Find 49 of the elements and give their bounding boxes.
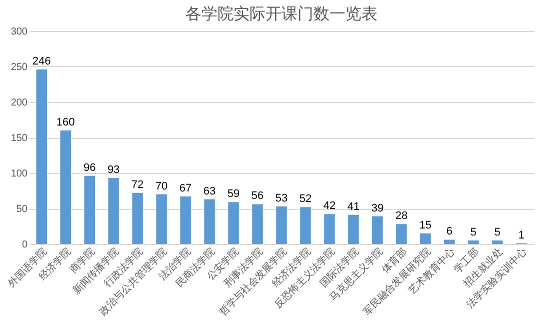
data-label: 41 (347, 200, 360, 213)
bar (492, 240, 503, 244)
bar (372, 216, 383, 244)
data-label: 72 (131, 178, 144, 191)
bar (228, 202, 239, 244)
bar (252, 204, 263, 244)
bar (84, 176, 95, 244)
data-label: 1 (518, 229, 524, 242)
data-label: 6 (446, 226, 452, 238)
data-label: 52 (299, 193, 312, 206)
bar (36, 69, 47, 244)
data-label: 67 (179, 182, 192, 194)
data-label: 5 (494, 226, 500, 238)
data-label: 63 (203, 185, 216, 198)
data-label: 53 (275, 192, 288, 204)
data-label: 15 (419, 219, 432, 232)
data-label: 39 (371, 202, 384, 214)
bar (156, 194, 167, 244)
y-tick-label: 50 (16, 204, 28, 215)
bar (468, 240, 479, 244)
bar (276, 206, 287, 244)
bar (204, 199, 215, 244)
bar (324, 214, 335, 244)
data-label: 70 (155, 180, 168, 192)
data-label: 59 (227, 188, 240, 200)
y-tick-label: 150 (10, 133, 28, 144)
y-tick-label: 250 (10, 62, 28, 73)
data-label: 96 (83, 162, 96, 174)
bar (180, 196, 191, 244)
chart-title: 各学院实际开课门数一览表 (186, 5, 378, 23)
y-tick-label: 200 (10, 98, 28, 108)
y-tick-label: 0 (22, 240, 28, 250)
bar (420, 233, 431, 244)
data-label: 160 (56, 116, 75, 128)
data-label: 5 (470, 226, 476, 238)
data-label: 56 (251, 190, 264, 202)
data-label: 28 (395, 210, 408, 222)
y-tick-label: 300 (10, 26, 28, 38)
y-tick-label: 100 (10, 168, 28, 180)
bar (60, 130, 71, 244)
bar (300, 207, 311, 244)
bar (444, 240, 455, 244)
bar (396, 224, 407, 244)
bar (348, 214, 359, 244)
bar (132, 192, 143, 244)
data-label: 93 (107, 164, 120, 176)
data-label: 246 (32, 55, 51, 68)
data-label: 42 (323, 200, 336, 212)
bar (108, 178, 119, 244)
